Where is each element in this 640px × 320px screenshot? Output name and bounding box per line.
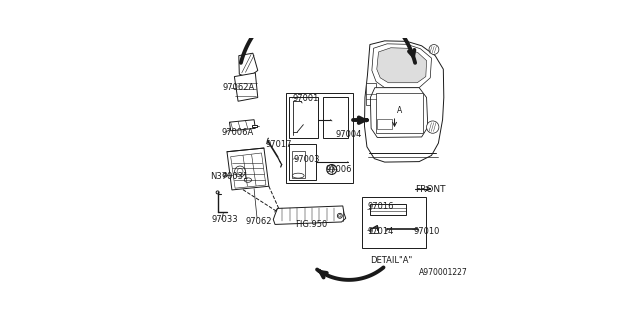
- Polygon shape: [371, 88, 428, 138]
- Bar: [323, 97, 348, 138]
- Circle shape: [329, 167, 335, 172]
- Circle shape: [332, 118, 337, 123]
- Text: 97003: 97003: [293, 155, 319, 164]
- Text: DETAIL"A": DETAIL"A": [370, 256, 412, 265]
- Text: 97010: 97010: [413, 227, 440, 236]
- Polygon shape: [239, 53, 258, 78]
- Polygon shape: [372, 44, 431, 88]
- Text: FIG.950: FIG.950: [295, 220, 327, 229]
- Polygon shape: [364, 41, 444, 162]
- Polygon shape: [377, 48, 427, 83]
- Text: 97062A: 97062A: [222, 83, 254, 92]
- Text: 97017: 97017: [265, 140, 292, 149]
- Circle shape: [337, 213, 342, 218]
- Bar: [286, 92, 353, 182]
- Text: 97001: 97001: [292, 94, 319, 103]
- Polygon shape: [273, 206, 346, 224]
- Text: A970001227: A970001227: [419, 268, 468, 277]
- Bar: [362, 196, 426, 248]
- Text: 97006: 97006: [326, 165, 352, 174]
- Circle shape: [223, 173, 227, 177]
- Circle shape: [327, 164, 337, 174]
- Circle shape: [429, 44, 439, 54]
- Bar: [370, 228, 378, 233]
- Circle shape: [427, 121, 439, 133]
- Bar: [378, 119, 392, 129]
- Circle shape: [339, 215, 341, 217]
- Polygon shape: [230, 153, 266, 188]
- Text: FRONT: FRONT: [415, 185, 445, 195]
- Text: 97033: 97033: [212, 215, 238, 224]
- Polygon shape: [252, 124, 257, 127]
- Bar: [366, 83, 376, 105]
- Text: 97062: 97062: [246, 218, 272, 227]
- Text: N370031: N370031: [210, 172, 248, 181]
- Text: A: A: [397, 106, 402, 115]
- Polygon shape: [227, 148, 269, 190]
- Text: 97014: 97014: [367, 227, 394, 236]
- Circle shape: [235, 166, 246, 177]
- Ellipse shape: [244, 178, 252, 182]
- Bar: [376, 92, 423, 133]
- Text: 97006A: 97006A: [221, 128, 253, 137]
- Bar: [289, 144, 316, 180]
- Text: 97016: 97016: [367, 203, 394, 212]
- Circle shape: [216, 191, 219, 194]
- Ellipse shape: [292, 173, 304, 178]
- Text: 97004: 97004: [335, 130, 362, 139]
- Polygon shape: [234, 73, 258, 101]
- Bar: [289, 97, 318, 138]
- Circle shape: [237, 169, 243, 174]
- Bar: [371, 204, 406, 215]
- Polygon shape: [230, 120, 255, 131]
- Bar: [292, 150, 305, 178]
